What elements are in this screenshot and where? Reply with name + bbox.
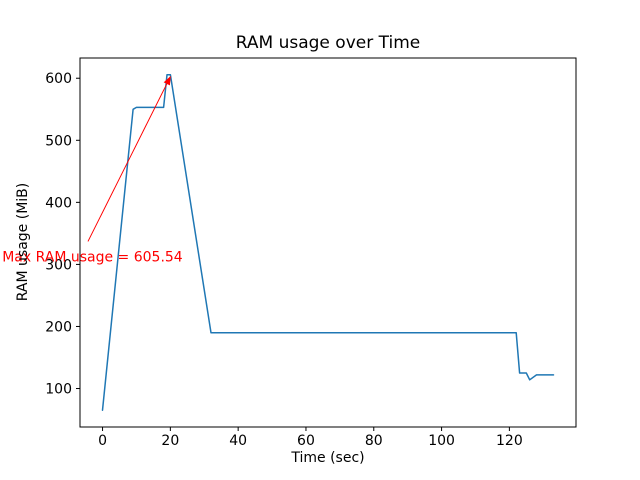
y-axis-label: RAM usage (MiB) <box>15 182 31 302</box>
x-tick-label: 80 <box>365 433 383 449</box>
x-tick-label: 100 <box>428 433 455 449</box>
y-tick-label: 600 <box>45 71 72 87</box>
max-ram-annotation-text: Max RAM usage = 605.54 <box>2 249 183 265</box>
y-tick-label: 400 <box>45 195 72 211</box>
ram-usage-line <box>101 74 555 411</box>
y-tick-label: 300 <box>45 257 72 273</box>
chart-title: RAM usage over Time <box>235 33 421 53</box>
x-tick-label: 120 <box>496 433 523 449</box>
y-tick-label: 200 <box>45 319 72 335</box>
x-tick-label: 20 <box>161 433 179 449</box>
x-tick-label: 0 <box>98 433 107 449</box>
y-tick-label: 500 <box>45 133 72 149</box>
axes-frame <box>79 57 577 428</box>
x-axis-label: Time (sec) <box>291 450 365 466</box>
y-tick-label: 100 <box>45 382 72 398</box>
max-ram-annotation-arrow <box>87 75 171 242</box>
x-tick-label: 40 <box>229 433 247 449</box>
x-tick-label: 60 <box>297 433 315 449</box>
